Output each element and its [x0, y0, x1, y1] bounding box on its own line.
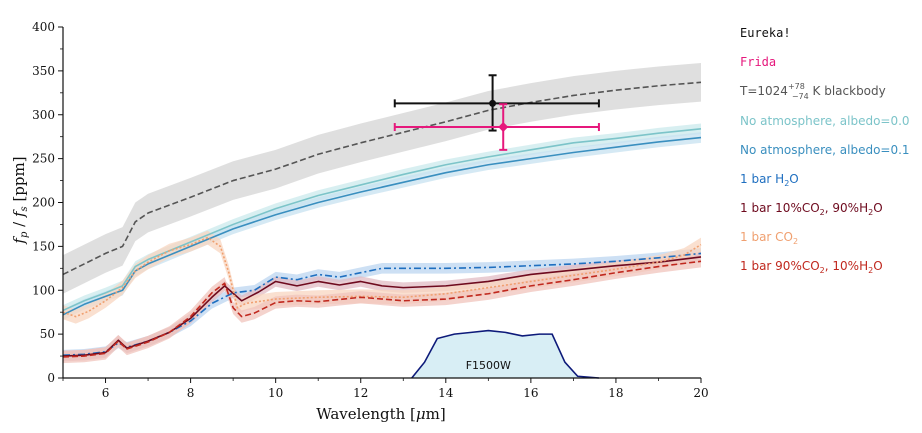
legend-albedo-1: No atmosphere, albedo=0.1: [740, 143, 910, 157]
y-tick-label: 0: [47, 371, 55, 385]
x-tick-label: 14: [438, 386, 454, 400]
x-axis-label: Wavelength [μm]: [316, 405, 445, 423]
filter-throughput: [411, 329, 599, 379]
band-1-bar-90-co2-10-h2o: [63, 255, 701, 364]
point-eureka: [393, 74, 600, 132]
x-tick-label: 10: [268, 386, 283, 400]
axes: 0 50 100 150 200 250 300 350 400 6 8 10 12 14 16 18 20: [32, 20, 709, 400]
legend-albedo-0: No atmosphere, albedo=0.0: [740, 114, 910, 128]
legend-h2o: 1 bar H2O: [740, 172, 799, 188]
y-axis-label: fp / fs [ppm]: [10, 156, 30, 244]
model-lines: [62, 81, 702, 358]
y-tick-label: 250: [32, 152, 55, 166]
y-tick-label: 50: [40, 327, 55, 341]
line-t-1024-k-blackbody: [62, 81, 702, 276]
legend-frida: Frida: [740, 55, 776, 69]
legend-co2: 1 bar CO2: [740, 230, 798, 246]
line-no-atmosphere-albedo-0-0: [62, 127, 702, 312]
line-no-atmosphere-albedo-0-1: [62, 136, 702, 316]
legend-eureka: Eureka!: [740, 26, 791, 40]
marker-frida: [498, 122, 509, 133]
y-tick-label: 150: [32, 239, 55, 253]
line-1-bar-co2: [62, 236, 702, 318]
x-tick-label: 20: [693, 386, 708, 400]
marker-eureka: [489, 99, 497, 107]
measurement-points: [393, 74, 600, 151]
y-tick-label: 300: [32, 108, 55, 122]
legend: Eureka! Frida T=1024+78 −74 K blackbody N…: [739, 26, 910, 275]
x-tick-label: 6: [102, 386, 110, 400]
line-1-bar-90-co2-10-h2o: [62, 260, 702, 358]
y-tick-label: 100: [32, 283, 55, 297]
uncertainty-bands: [63, 62, 701, 364]
legend-90co2-10h2o: 1 bar 90%CO2, 10%H2O: [740, 259, 883, 275]
y-tick-label: 200: [32, 196, 55, 210]
point-frida: [393, 103, 600, 151]
filter-label: F1500W: [466, 359, 511, 372]
x-tick-label: 18: [608, 386, 623, 400]
line-1-bar-h2o: [62, 252, 702, 356]
y-tick-label: 350: [32, 64, 55, 78]
band-t-1024-k-blackbody: [63, 62, 701, 294]
legend-blackbody: T=1024+78 −74 K blackbody: [739, 82, 886, 101]
filter-fill: [411, 330, 599, 378]
x-tick-label: 8: [187, 386, 195, 400]
legend-10co2-90h2o: 1 bar 10%CO2, 90%H2O: [740, 201, 883, 217]
y-tick-label: 400: [32, 20, 55, 34]
x-tick-label: 12: [353, 386, 368, 400]
filter-line: [411, 329, 599, 379]
x-tick-label: 16: [523, 386, 538, 400]
line-1-bar-10-co2-90-h2o: [62, 256, 702, 357]
